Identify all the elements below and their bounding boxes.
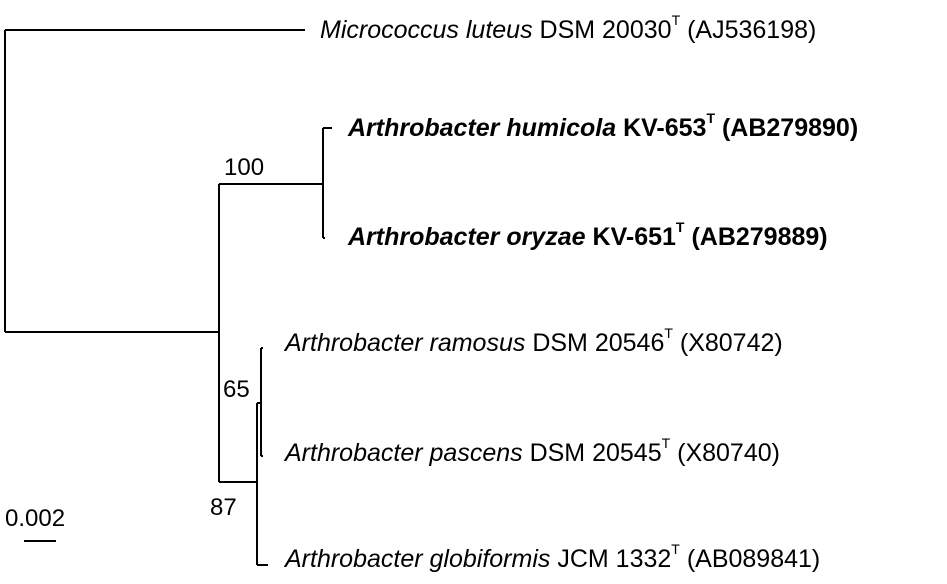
taxon-label-pascens: Arthrobacter pascens DSM 20545T (X80740): [283, 435, 780, 467]
taxon-label-globiformis: Arthrobacter globiformis JCM 1332T (AB08…: [283, 541, 820, 573]
bootstrap-ramosus-pascens-globiformis: 87: [210, 494, 237, 521]
taxon-label-micrococcus: Micrococcus luteus DSM 20030T (AJ536198): [320, 12, 816, 44]
taxon-label-oryzae: Arthrobacter oryzae KV-651T (AB279889): [347, 219, 828, 251]
scale-bar-label: 0.002: [5, 505, 65, 532]
taxon-label-ramosus: Arthrobacter ramosus DSM 20546T (X80742): [283, 325, 783, 357]
taxon-label-humicola: Arthrobacter humicola KV-653T (AB279890): [347, 110, 858, 142]
bootstrap-ramosus-pascens: 65: [223, 376, 250, 403]
bootstrap-humicola-oryzae: 100: [224, 154, 264, 181]
